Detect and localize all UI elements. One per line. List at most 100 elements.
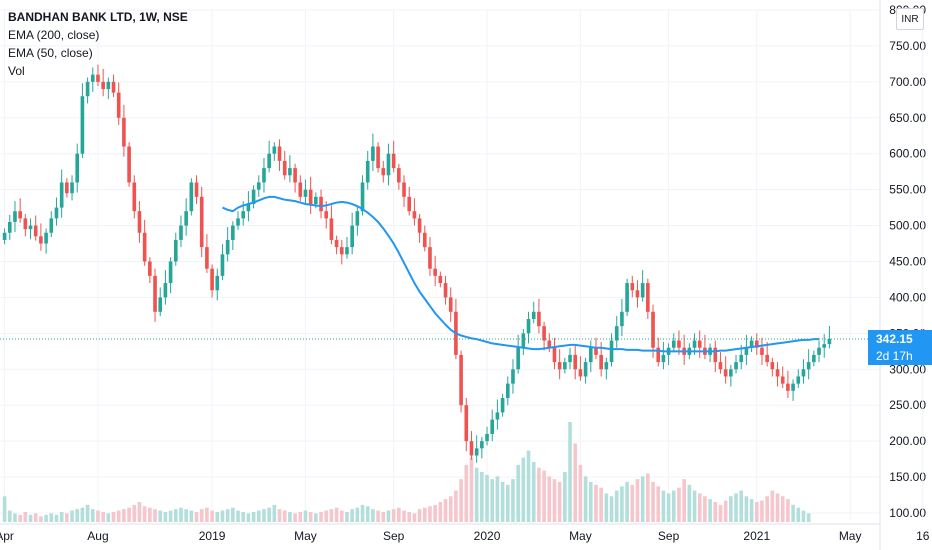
candle-body: [199, 196, 204, 248]
candle-body: [251, 189, 256, 205]
candle-body: [179, 225, 183, 240]
candle-body: [33, 225, 38, 237]
y-tick-label: 250.00: [889, 398, 926, 412]
candle-body: [417, 218, 422, 233]
ema50-label[interactable]: EMA (50, close): [8, 46, 93, 60]
candle-body: [18, 211, 22, 219]
candle-body: [391, 153, 396, 169]
volume-bar: [521, 457, 526, 522]
volume-bar: [148, 507, 152, 522]
volume-bar: [381, 512, 386, 522]
ema-line: [222, 195, 820, 353]
x-tick-label: Aug: [87, 529, 108, 543]
candle-body: [246, 204, 251, 212]
candle-body: [106, 81, 111, 90]
volume-bar: [630, 484, 635, 522]
candle-body: [339, 247, 344, 255]
volume-bar: [101, 512, 105, 522]
candle-body: [402, 182, 406, 197]
candle-body: [428, 247, 432, 269]
candle-body: [23, 218, 28, 230]
y-tick-label: 700.00: [889, 75, 926, 89]
volume-bar: [376, 510, 380, 522]
volume-bar: [620, 486, 624, 522]
volume-bar: [744, 496, 749, 522]
candle-body: [443, 283, 448, 298]
volume-bar: [59, 512, 64, 522]
candle-body: [485, 433, 489, 442]
volume-bar: [568, 422, 572, 522]
volume-bar: [293, 513, 297, 522]
candle-body: [806, 362, 811, 370]
y-tick-label: 300.00: [889, 362, 926, 376]
currency-badge[interactable]: INR: [896, 8, 924, 30]
candle-body: [537, 311, 541, 327]
candle-body: [298, 182, 303, 197]
volume-bar: [677, 487, 681, 522]
volume-bar: [44, 514, 48, 522]
volume-bar: [609, 496, 614, 522]
volume-bar: [28, 514, 33, 522]
candle-body: [827, 338, 832, 345]
volume-bar: [531, 462, 536, 522]
candle-body: [324, 211, 329, 219]
volume-bar: [723, 500, 728, 522]
volume-bar: [142, 506, 147, 522]
candle-body: [713, 347, 718, 363]
volume-bar: [33, 513, 38, 522]
candle-body: [822, 344, 827, 348]
candle-body: [511, 369, 515, 384]
volume-bar: [39, 516, 43, 522]
volume-bar: [542, 470, 546, 522]
candle-body: [521, 333, 526, 348]
candle-body: [734, 362, 738, 370]
volume-bar: [806, 513, 811, 522]
symbol-title[interactable]: BANDHAN BANK LTD, 1W, NSE: [8, 10, 188, 24]
candle-body: [552, 347, 557, 363]
volume-bar: [640, 476, 645, 522]
volume-bar: [132, 504, 137, 522]
volume-bar: [703, 496, 707, 522]
volume-bar: [412, 513, 417, 522]
candle-body: [65, 182, 69, 194]
ema200-label[interactable]: EMA (200, close): [8, 28, 100, 42]
candle-body: [13, 211, 17, 222]
volume-bar: [599, 487, 603, 522]
candle-body: [137, 211, 142, 233]
candle-body: [54, 207, 59, 219]
volume-bar: [267, 507, 271, 522]
x-tick-label: May: [839, 529, 862, 543]
candle-body: [729, 369, 733, 377]
candle-body: [671, 340, 676, 348]
volume-bar: [526, 450, 531, 522]
x-tick-label: 2021: [743, 529, 770, 543]
candle-body: [557, 362, 562, 370]
volume-bar: [588, 482, 593, 522]
volume-bar: [173, 509, 178, 522]
candle-body: [303, 189, 308, 197]
volume-bar: [428, 506, 432, 522]
volume-bar: [594, 484, 598, 522]
volume-bar: [168, 510, 173, 522]
volume-bar: [319, 512, 323, 522]
volume-bar: [402, 510, 406, 522]
volume-bar: [90, 509, 95, 522]
y-tick-label: 450.00: [889, 255, 926, 269]
candle-body: [329, 218, 334, 240]
volume-bar: [122, 509, 126, 522]
candle-body: [225, 239, 230, 255]
candle-body: [563, 362, 567, 370]
volume-bar: [739, 490, 744, 522]
volume-bar: [516, 464, 520, 522]
volume-bar: [651, 482, 655, 522]
volume-bar: [557, 482, 562, 522]
candle-body: [90, 74, 95, 82]
volume-bar: [345, 512, 349, 522]
candle-body: [651, 311, 655, 348]
candle-body: [70, 182, 74, 194]
chart-legend: BANDHAN BANK LTD, 1W, NSE EMA (200, clos…: [8, 8, 188, 80]
volume-bar: [646, 473, 650, 522]
volume-label[interactable]: Vol: [8, 64, 25, 78]
candle-body: [7, 221, 12, 233]
